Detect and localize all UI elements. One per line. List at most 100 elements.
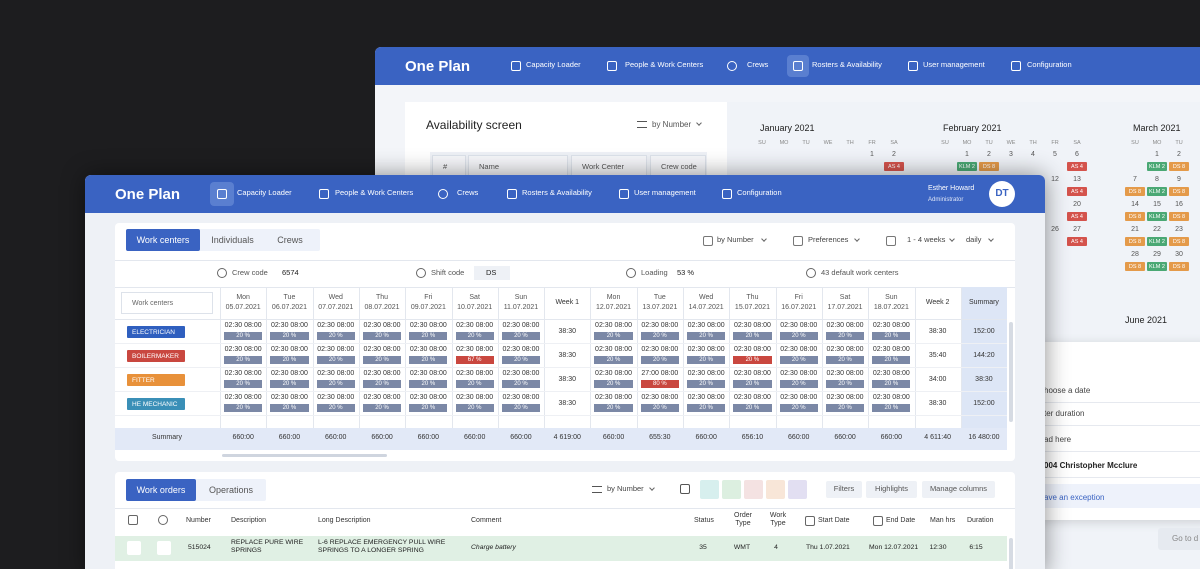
summary-value: 660:00 [834, 434, 856, 441]
icon [217, 268, 227, 278]
control[interactable]: Preferences [808, 235, 849, 244]
nav-item[interactable]: Crews [457, 188, 479, 197]
column-header: Description [231, 517, 267, 524]
table-header-cell: # [432, 155, 466, 177]
control[interactable]: 1 - 4 weeks [907, 235, 946, 244]
weekday: TU [985, 140, 993, 146]
icon [680, 484, 690, 494]
nav-item[interactable]: People & Work Centers [625, 60, 704, 69]
badge: AS 4 [884, 162, 904, 171]
total: 34:00 [928, 376, 947, 383]
button[interactable]: Highlights [866, 481, 917, 498]
badge: DS 8 [1169, 212, 1189, 221]
divider [115, 260, 1015, 261]
grid-line [544, 287, 546, 450]
weekday: FR [868, 140, 876, 146]
badge: KLM 2 [957, 162, 977, 171]
nav-item[interactable]: Configuration [1027, 60, 1072, 69]
day-date: 17.07.2021 [827, 304, 863, 311]
shift-time: 02:30 08:00 [595, 322, 633, 329]
grid-line [914, 287, 916, 450]
shift-time: 02:30 08:00 [733, 394, 771, 401]
grid-line [266, 287, 268, 450]
button[interactable]: Go to d [1158, 528, 1200, 550]
load-bar: 20 % [640, 404, 679, 412]
work-center-badge: ELECTRICIAN [127, 326, 185, 338]
control[interactable]: daily [966, 235, 982, 244]
tab[interactable]: Work centers [126, 229, 200, 251]
load-bar: 20 % [501, 404, 541, 412]
shift-time: 02:30 08:00 [826, 322, 864, 329]
checkbox[interactable] [157, 541, 171, 555]
table-header-cell: Work Center [571, 155, 647, 177]
tab[interactable]: Operations [208, 485, 254, 495]
day-date: 11.07.2021 [503, 304, 539, 311]
badge: KLM 2 [1147, 162, 1167, 171]
shift-time: 02:30 08:00 [224, 370, 262, 377]
shift-time: 02:30 08:00 [687, 322, 725, 329]
color-filter[interactable] [766, 480, 785, 499]
shift-time: 02:30 08:00 [780, 322, 818, 329]
nav-item[interactable]: Crews [747, 60, 769, 69]
front-header [85, 175, 1045, 213]
summary-value: 660:00 [510, 434, 532, 441]
icon [416, 268, 426, 278]
total: 38:30 [558, 400, 576, 407]
divider [1040, 402, 1200, 403]
tab[interactable]: Individuals [211, 235, 254, 245]
icon [886, 236, 896, 246]
corner: Work centers [121, 292, 213, 314]
popup-line: ter duration [1044, 409, 1085, 418]
load-bar: 20 % [872, 332, 911, 340]
color-filter[interactable] [722, 480, 741, 499]
nav-item[interactable]: People & Work Centers [335, 188, 414, 197]
cell: 35 [699, 544, 707, 551]
day-date: 06.07.2021 [271, 304, 307, 311]
nav-item[interactable]: Capacity Loader [526, 60, 581, 69]
info-label: Crew code [232, 268, 268, 277]
load-bar: 20 % [733, 380, 772, 388]
nav-item[interactable]: User management [923, 60, 985, 69]
load-bar: 20 % [594, 356, 633, 364]
nav-item[interactable]: User management [634, 188, 696, 197]
summary-value: 660:00 [278, 434, 301, 441]
control[interactable]: by Number [717, 235, 754, 244]
nav-item[interactable]: Capacity Loader [237, 188, 292, 197]
nav-item[interactable]: Rosters & Availability [812, 60, 882, 69]
day: 4 [1031, 151, 1035, 158]
color-filter[interactable] [788, 480, 807, 499]
button[interactable]: Manage columns [922, 481, 995, 498]
column-header: Work Type [769, 512, 787, 528]
shift-time: 02:30 08:00 [224, 394, 262, 401]
summary-value: 656:10 [741, 434, 764, 441]
summary-value: 655:30 [649, 434, 671, 441]
tab[interactable]: Work orders [126, 479, 196, 501]
checkbox[interactable] [127, 541, 141, 555]
load-bar: 20 % [640, 356, 679, 364]
sort[interactable]: by Number [607, 484, 644, 493]
load-bar: 20 % [316, 332, 355, 340]
color-filter[interactable] [744, 480, 763, 499]
icon [619, 189, 629, 199]
load-bar: 20 % [224, 404, 263, 412]
popup-line[interactable]: ave an exception [1044, 493, 1105, 502]
user-role: Administrator [928, 197, 964, 203]
badge: KLM 2 [1147, 237, 1167, 246]
nav-item[interactable]: Configuration [737, 188, 782, 197]
button[interactable]: Filters [826, 481, 862, 498]
tab[interactable]: Crews [277, 235, 303, 245]
nav-item[interactable]: Rosters & Availability [522, 188, 592, 197]
icon [626, 268, 636, 278]
avatar[interactable]: DT [989, 181, 1015, 207]
order-row[interactable] [115, 536, 1007, 561]
load-bar: 20 % [409, 332, 448, 340]
divider [115, 508, 1015, 509]
load-bar: 20 % [825, 332, 865, 340]
divider [115, 343, 1007, 344]
color-filter[interactable] [700, 480, 719, 499]
badge: DS 8 [1169, 237, 1189, 246]
column-header: Order Type [734, 512, 752, 528]
summary-value: 660:00 [232, 434, 254, 441]
popup-line: ad here [1044, 435, 1072, 444]
sort[interactable]: by Number [652, 120, 692, 129]
